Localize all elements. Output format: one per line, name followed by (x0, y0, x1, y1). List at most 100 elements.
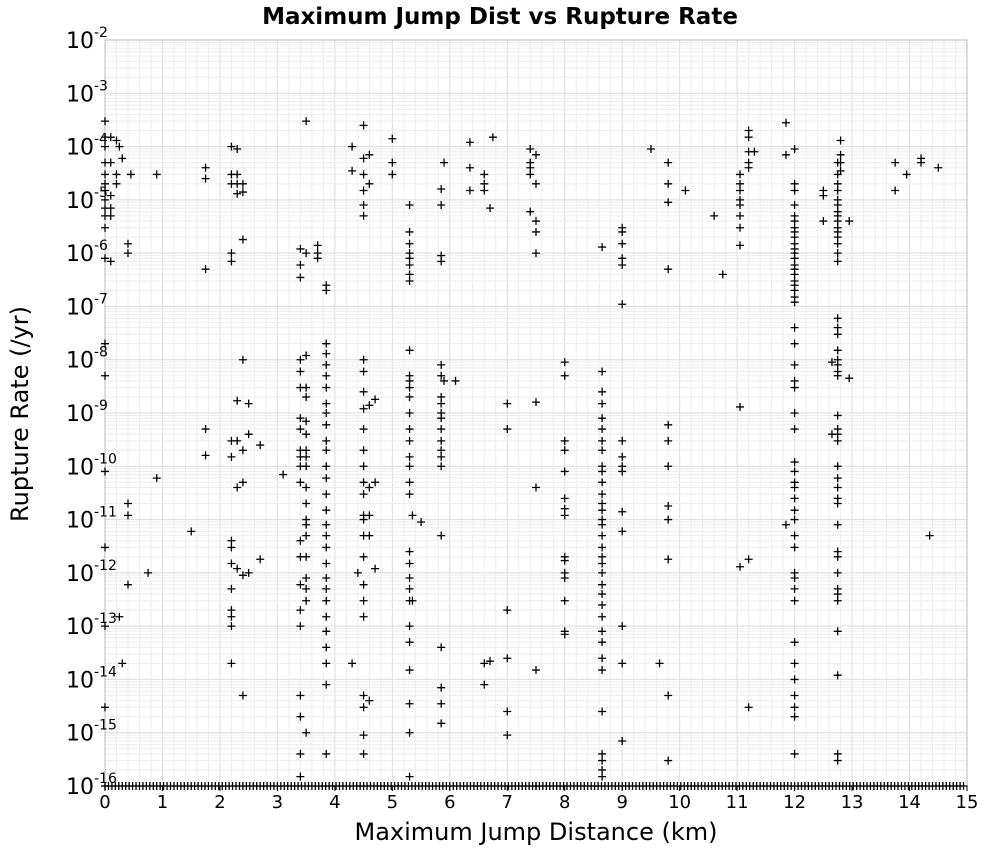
y-tick-exponent: -9 (94, 398, 108, 414)
data-point (322, 680, 331, 689)
data-point (598, 467, 607, 476)
data-point (359, 425, 368, 434)
y-tick-label: 10-10 (66, 451, 117, 480)
data-point (408, 511, 417, 520)
data-point (664, 158, 673, 167)
data-point (359, 201, 368, 210)
data-point (123, 580, 132, 589)
data-point (101, 186, 109, 195)
data-point (302, 462, 311, 471)
y-tick-base: 10 (66, 136, 94, 161)
x-tick-label: 4 (329, 792, 340, 813)
data-point (322, 490, 331, 499)
data-point (405, 622, 414, 631)
data-point (790, 339, 799, 348)
data-point (618, 300, 627, 309)
data-point (560, 574, 569, 583)
data-point (646, 145, 655, 154)
data-point (836, 136, 845, 145)
data-point (101, 195, 109, 204)
data-point (790, 425, 799, 434)
data-point (598, 612, 607, 621)
data-point (681, 186, 690, 195)
data-point (118, 154, 127, 163)
data-point (405, 436, 414, 445)
data-point (503, 399, 512, 408)
x-tick-label: 7 (502, 792, 513, 813)
data-point (388, 170, 397, 179)
data-point (302, 383, 311, 392)
data-point (503, 707, 512, 716)
data-point (833, 239, 842, 248)
data-point (891, 186, 900, 195)
data-point (322, 596, 331, 605)
data-point (302, 452, 311, 461)
data-point (440, 376, 449, 385)
data-point (833, 627, 842, 636)
data-point (233, 396, 242, 405)
data-point (359, 749, 368, 758)
data-point (736, 223, 745, 232)
data-point (405, 260, 414, 269)
data-point (598, 414, 607, 423)
data-point (238, 355, 247, 364)
y-axis-ticks: 10-1610-1510-1410-1310-1210-1110-1010-91… (66, 25, 117, 800)
y-tick-exponent: -15 (94, 718, 117, 734)
data-point (833, 314, 842, 323)
data-point (598, 772, 607, 781)
data-point (405, 425, 414, 434)
data-point (359, 691, 368, 700)
data-point (405, 383, 414, 392)
data-point (736, 241, 745, 250)
data-point (480, 186, 489, 195)
data-point (560, 556, 569, 565)
data-point (465, 138, 474, 147)
data-point (405, 772, 414, 781)
grid (104, 40, 968, 787)
data-point (833, 483, 842, 492)
data-point (664, 501, 673, 510)
data-point (371, 478, 380, 487)
data-point (618, 467, 627, 476)
data-point (322, 409, 331, 417)
data-point (322, 643, 331, 652)
x-tick-label: 8 (559, 792, 570, 813)
data-point (488, 133, 497, 142)
y-tick-label: 10-7 (66, 291, 108, 320)
data-point (790, 584, 799, 593)
data-point (279, 470, 288, 479)
data-point (101, 170, 109, 179)
y-tick-base: 10 (66, 722, 94, 747)
data-point (233, 564, 242, 573)
data-point (296, 712, 305, 721)
y-tick-base: 10 (66, 349, 94, 374)
data-point (790, 145, 799, 154)
y-tick-label: 10-8 (66, 345, 108, 374)
data-point (302, 430, 311, 439)
data-point (618, 527, 627, 536)
data-point (313, 241, 322, 250)
data-point (744, 163, 753, 172)
y-tick-label: 10-2 (66, 25, 108, 54)
data-point (405, 392, 414, 401)
data-point (833, 249, 842, 258)
data-point (405, 201, 414, 210)
data-point (560, 467, 569, 476)
data-point (123, 249, 132, 258)
y-tick-base: 10 (66, 189, 94, 214)
data-point (101, 622, 109, 631)
y-tick-base: 10 (66, 29, 94, 54)
data-point (736, 402, 745, 411)
data-point (781, 520, 790, 529)
x-tick-label: 5 (387, 792, 398, 813)
data-point (359, 355, 368, 364)
data-point (833, 186, 842, 195)
data-point (201, 265, 210, 274)
data-point (348, 659, 357, 668)
data-point (359, 121, 368, 130)
x-tick-label: 6 (444, 792, 455, 813)
x-tick-label: 11 (726, 792, 749, 813)
data-point (256, 441, 265, 450)
data-point (371, 395, 380, 404)
data-point (302, 117, 311, 126)
